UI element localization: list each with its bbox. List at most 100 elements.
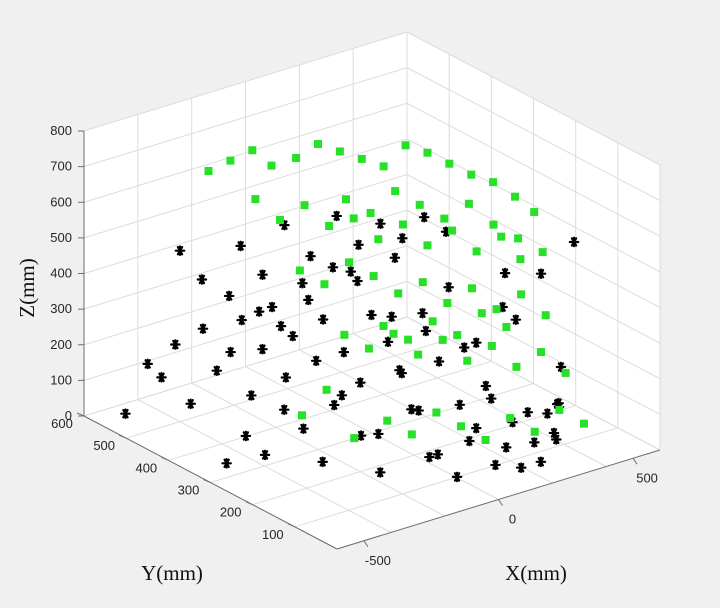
square-marker	[300, 201, 309, 210]
star-marker	[413, 405, 424, 416]
star-marker	[432, 449, 444, 460]
z-grid-back	[83, 102, 408, 203]
square-marker	[248, 146, 257, 155]
star-marker	[336, 389, 348, 401]
square-marker	[407, 430, 416, 439]
square-marker	[398, 220, 407, 229]
star-marker	[328, 399, 340, 411]
square-marker	[555, 405, 564, 414]
star-marker	[211, 365, 223, 376]
square-marker	[320, 280, 329, 289]
x-tick-mark	[363, 540, 369, 548]
star-marker	[550, 434, 562, 445]
z-tick-label: 200	[50, 337, 72, 352]
square-marker	[497, 232, 506, 241]
square-marker	[394, 289, 403, 298]
z-tick-label: 100	[50, 372, 72, 387]
star-marker	[156, 372, 167, 383]
star-marker	[386, 311, 397, 322]
star-marker	[528, 437, 540, 448]
square-marker	[350, 434, 359, 443]
square-marker	[432, 408, 441, 417]
z-grid-back	[83, 209, 408, 310]
y-tick-label: 600	[51, 416, 73, 431]
star-marker	[196, 274, 208, 285]
star-marker	[424, 451, 435, 463]
x-tick-mark	[498, 499, 503, 506]
y-grid-floor	[252, 405, 576, 506]
square-marker	[364, 344, 373, 353]
star-marker	[470, 422, 482, 434]
star-marker	[433, 356, 445, 367]
star-marker	[375, 218, 386, 229]
star-marker	[418, 211, 430, 223]
square-marker	[487, 341, 496, 350]
star-marker	[366, 309, 377, 321]
star-marker	[464, 435, 475, 447]
z-grid-side	[406, 102, 661, 237]
square-marker	[514, 234, 523, 243]
star-marker	[266, 301, 278, 313]
y-tick-label: 400	[135, 460, 157, 475]
star-marker	[257, 269, 268, 281]
square-marker	[530, 427, 539, 436]
z-grid-back	[83, 31, 408, 132]
square-marker	[438, 335, 447, 344]
y-tick-mark	[203, 479, 211, 483]
square-marker	[389, 329, 398, 338]
square-marker	[404, 335, 413, 344]
square-marker	[445, 159, 454, 168]
square-marker	[538, 248, 547, 257]
square-marker	[561, 368, 570, 377]
star-marker	[500, 442, 512, 453]
star-marker	[515, 462, 527, 473]
star-marker	[355, 377, 366, 388]
star-marker	[174, 245, 186, 256]
square-marker	[345, 258, 354, 267]
square-marker	[464, 199, 473, 208]
y-grid-floor	[210, 383, 534, 483]
star-marker	[470, 337, 482, 348]
star-marker	[287, 330, 299, 342]
star-marker	[240, 430, 252, 442]
star-marker	[490, 459, 501, 471]
star-marker	[225, 346, 236, 358]
square-marker	[414, 350, 423, 359]
square-marker	[428, 317, 437, 326]
star-marker	[480, 380, 492, 392]
star-marker	[406, 404, 417, 415]
square-marker	[325, 222, 334, 231]
z-tick-label: 800	[50, 123, 72, 138]
star-marker	[497, 301, 508, 313]
star-marker	[275, 320, 287, 332]
z-tick-label: 400	[50, 266, 72, 281]
star-marker	[142, 358, 153, 370]
square-marker	[517, 290, 526, 299]
y-tick-mark	[245, 501, 253, 506]
star-marker	[352, 275, 363, 287]
z-grid-back	[83, 67, 408, 168]
square-marker	[275, 215, 284, 224]
square-marker	[267, 161, 276, 170]
star-marker	[297, 277, 308, 289]
y-tick-mark	[118, 434, 127, 439]
square-marker	[335, 147, 344, 156]
y-tick-label: 500	[93, 438, 115, 453]
star-marker	[259, 449, 271, 461]
square-marker	[418, 278, 427, 287]
square-marker	[472, 247, 481, 256]
square-marker	[579, 419, 588, 428]
star-marker	[374, 467, 386, 478]
square-marker	[506, 414, 515, 423]
z-grid-side	[406, 316, 661, 451]
square-marker	[511, 192, 520, 201]
square-marker	[516, 255, 525, 264]
z-tick-label: 600	[50, 194, 72, 209]
square-marker	[383, 416, 392, 425]
square-marker	[448, 226, 457, 235]
star-marker	[535, 268, 547, 279]
star-marker	[221, 458, 232, 469]
square-marker	[313, 140, 322, 149]
square-marker	[391, 187, 400, 196]
square-marker	[295, 266, 304, 275]
